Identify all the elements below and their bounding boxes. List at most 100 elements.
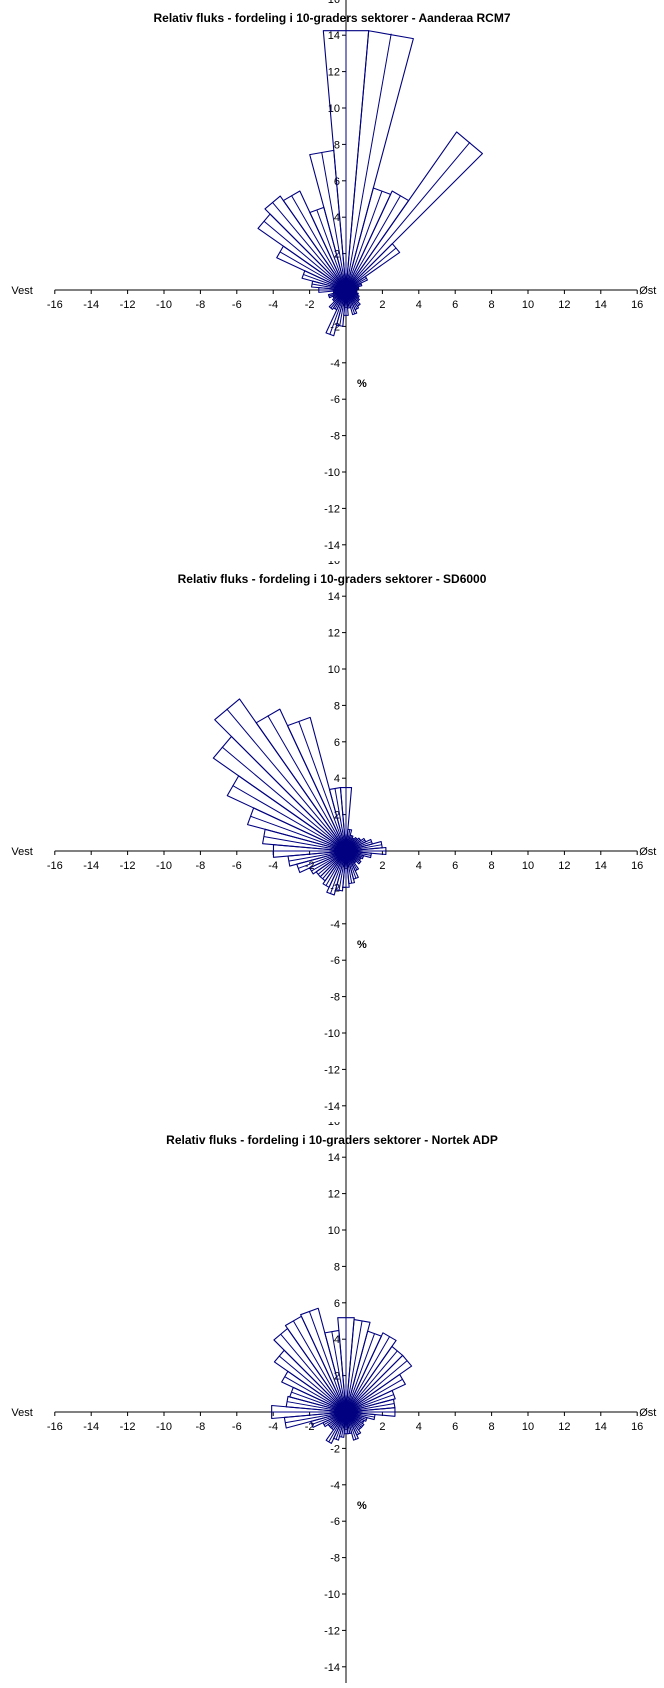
y-tick-label: 14 [328,1152,340,1164]
y-tick-label: -10 [324,467,340,479]
x-tick-label: 8 [489,860,495,872]
x-tick-label: -12 [120,299,136,311]
sector-ray-30deg [345,1336,391,1413]
x-tick-label: 2 [379,860,385,872]
x-tick-label: -2 [305,299,315,311]
x-tick-label: -14 [83,1421,99,1433]
x-tick-label: 4 [416,860,422,872]
y-tick-label: -4 [330,358,340,370]
y-tick-label: 10 [328,664,340,676]
sector-ray-250deg [297,850,347,869]
y-tick-label: 6 [334,1298,340,1310]
unit-label: % [357,1500,367,1512]
polar-chart: Relativ fluks - fordeling i 10-graders s… [11,0,656,603]
sector-ray-320deg [226,708,347,852]
y-tick-label: 4 [334,212,340,224]
sector-ray-10deg [345,1320,363,1413]
sector-ray-20deg [345,1333,376,1413]
y-tick-label: 14 [328,591,340,603]
x-tick-label: -14 [83,860,99,872]
y-tick-label: 6 [334,737,340,749]
x-tick-label: -14 [83,299,99,311]
unit-label: % [357,939,367,951]
x-tick-label: -10 [156,299,172,311]
sector-ray-60deg [345,1378,403,1413]
x-tick-label: 8 [489,1421,495,1433]
unit-label: % [357,378,367,390]
y-tick-label: -8 [330,1553,340,1565]
chart-panel-nortek: Relativ fluks - fordeling i 10-graders s… [0,1097,664,1688]
west-label: Vest [11,285,32,297]
y-tick-label: -10 [324,1028,340,1040]
x-tick-label: 10 [522,1421,534,1433]
east-label: Øst [639,285,656,297]
sector-ray-310deg [263,220,347,291]
y-tick-label: -2 [330,882,340,894]
y-tick-label: 14 [328,30,340,42]
y-tick-label: 8 [334,1261,340,1273]
x-tick-label: -4 [268,860,278,872]
y-tick-label: -6 [330,394,340,406]
y-tick-label: -2 [330,1443,340,1455]
y-tick-label: 16 [328,1122,340,1128]
y-tick-label: -2 [330,321,340,333]
x-tick-label: -8 [196,860,206,872]
east-label: Øst [639,1407,656,1419]
sector-bar-30deg [345,190,410,291]
sector-ray-300deg [232,785,347,852]
sector-ray-280deg [286,1401,347,1413]
sector-ray-290deg [250,815,347,852]
x-tick-label: -4 [268,299,278,311]
sector-ray-330deg [290,195,347,291]
y-tick-label: 12 [328,1189,340,1201]
y-tick-label: -12 [324,1625,340,1637]
x-tick-label: -6 [232,860,242,872]
x-tick-label: -8 [196,299,206,311]
y-tick-label: 4 [334,773,340,785]
chart-title: Relativ fluks - fordeling i 10-graders s… [178,572,487,586]
sector-ray-300deg [284,1376,347,1413]
x-tick-label: -16 [47,1421,63,1433]
sector-ray-310deg [221,746,347,852]
sector-ray-340deg [308,1310,347,1413]
x-tick-label: -12 [120,1421,136,1433]
x-tick-label: -12 [120,860,136,872]
y-tick-label: 16 [328,0,340,6]
west-label: Vest [11,846,32,858]
sector-ray-80deg [345,1402,395,1413]
sector-ray-50deg [345,247,397,291]
polar-chart: Relativ fluks - fordeling i 10-graders s… [11,536,656,1164]
center-hub [338,1404,354,1420]
sector-ray-320deg [280,1333,347,1413]
y-tick-label: 10 [328,1225,340,1237]
y-tick-label: -4 [330,919,340,931]
y-tick-label: -6 [330,955,340,967]
x-tick-label: 8 [489,299,495,311]
x-tick-label: 6 [452,299,458,311]
x-tick-label: 4 [416,299,422,311]
sector-ray-40deg [345,1350,398,1413]
west-label: Vest [11,1407,32,1419]
y-tick-label: -8 [330,992,340,1004]
y-tick-label: 16 [328,561,340,567]
y-tick-label: 8 [334,139,340,151]
sector-ray-350deg [334,788,347,852]
sector-ray-70deg [345,1394,395,1413]
x-tick-label: 10 [522,860,534,872]
y-tick-label: 12 [328,67,340,79]
x-tick-label: 12 [558,1421,570,1433]
x-tick-label: -10 [156,860,172,872]
center-hub [338,282,354,298]
x-tick-label: 14 [595,860,607,872]
x-tick-label: 16 [631,299,643,311]
sector-ray-310deg [278,1355,347,1413]
x-tick-label: 2 [379,1421,385,1433]
y-tick-label: -14 [324,1662,340,1674]
sector-ray-350deg [321,151,347,291]
x-tick-label: -2 [305,860,315,872]
sector-ray-330deg [267,715,347,852]
chart-panel-sd6000: Relativ fluks - fordeling i 10-graders s… [0,536,664,1164]
sector-ray-260deg [288,850,347,862]
y-tick-label: -14 [324,1101,340,1113]
x-tick-label: -2 [305,1421,315,1433]
